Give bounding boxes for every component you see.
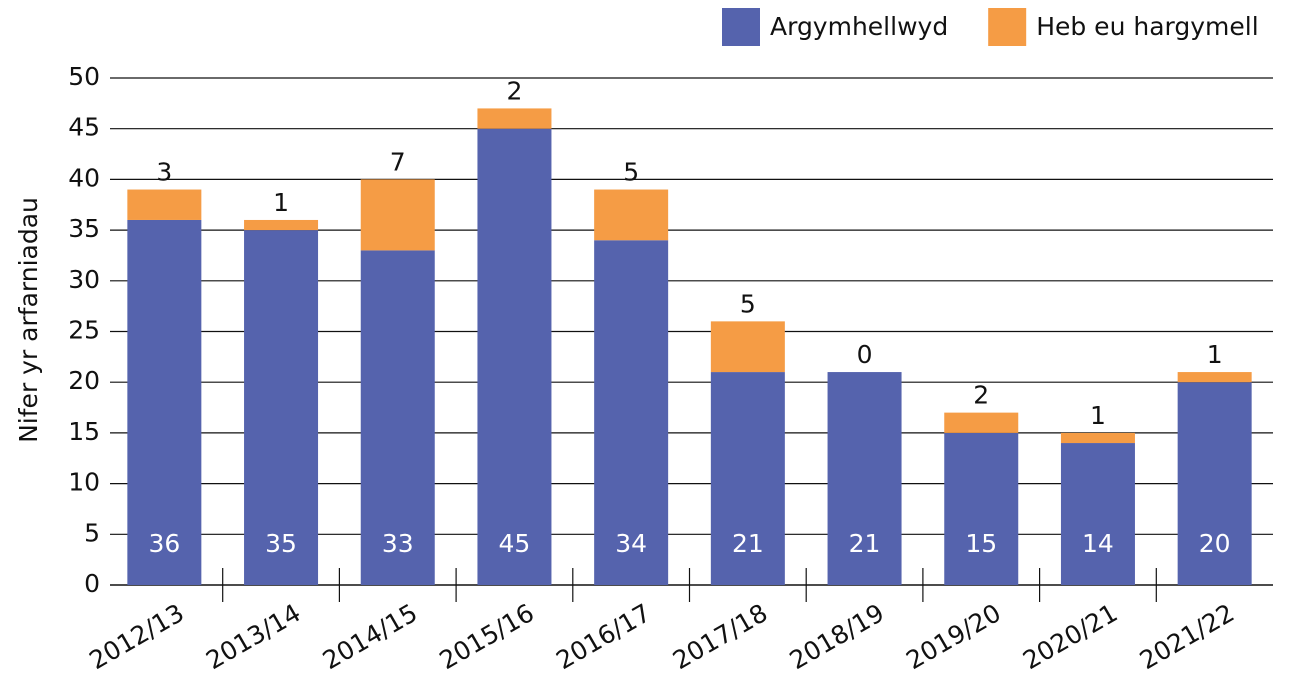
bar-segment <box>827 372 902 585</box>
value-label: 35 <box>265 529 297 558</box>
bar-segment <box>710 321 785 373</box>
value-label: 1 <box>1090 401 1106 430</box>
bar-segment <box>1177 372 1252 383</box>
value-label: 1 <box>273 188 289 217</box>
x-tick-label: 2013/14 <box>201 598 305 673</box>
y-tick-label: 30 <box>68 265 100 294</box>
bar-segment <box>244 230 319 585</box>
value-label: 34 <box>615 529 647 558</box>
legend-swatch <box>988 8 1027 46</box>
y-tick-label: 45 <box>68 113 100 142</box>
bar-segment <box>244 219 319 231</box>
bar-segment <box>127 189 202 220</box>
value-label: 0 <box>857 340 873 369</box>
value-label: 15 <box>965 529 997 558</box>
bar-segment <box>944 412 1019 433</box>
value-label: 3 <box>156 158 172 187</box>
value-label: 14 <box>1082 529 1114 558</box>
value-label: 2 <box>973 381 989 410</box>
value-label: 36 <box>148 529 180 558</box>
y-tick-label: 5 <box>84 518 100 547</box>
value-label: 45 <box>499 529 531 558</box>
value-label: 20 <box>1199 529 1231 558</box>
value-label: 21 <box>732 529 764 558</box>
bar-segment <box>477 128 552 585</box>
bar-segment <box>1177 382 1252 585</box>
y-tick-label: 20 <box>68 366 100 395</box>
bar-segment <box>360 179 435 251</box>
x-tick-label: 2015/16 <box>435 598 539 673</box>
bar-segment <box>594 240 669 586</box>
bar-segment <box>944 432 1019 585</box>
bar-segment <box>1060 432 1135 444</box>
value-label: 5 <box>740 289 756 318</box>
y-tick-label: 25 <box>68 316 100 345</box>
x-tick-label: 2016/17 <box>551 598 655 673</box>
value-label: 5 <box>623 158 639 187</box>
legend-label: Heb eu hargymell <box>1036 12 1258 41</box>
x-tick-label: 2020/21 <box>1018 598 1122 673</box>
bar-segment <box>360 250 435 585</box>
bar-segment <box>1060 443 1135 585</box>
bar-segment <box>477 108 552 129</box>
x-tick-label: 2019/20 <box>901 598 1005 673</box>
bar-segment <box>127 219 202 585</box>
bar-segment <box>594 189 669 241</box>
value-label: 21 <box>849 529 881 558</box>
x-tick-label: 2017/18 <box>668 598 772 673</box>
value-label: 7 <box>390 147 406 176</box>
y-tick-label: 35 <box>68 214 100 243</box>
x-tick-label: 2014/15 <box>318 598 422 673</box>
value-label: 1 <box>1207 340 1223 369</box>
y-tick-label: 50 <box>68 62 100 91</box>
x-tick-label: 2021/22 <box>1135 598 1239 673</box>
y-axis-label: Nifer yr arfarniadau <box>14 197 43 443</box>
bar-segment <box>710 372 785 585</box>
y-tick-label: 0 <box>84 569 100 598</box>
y-tick-label: 10 <box>68 468 100 497</box>
y-tick-label: 15 <box>68 417 100 446</box>
value-label: 2 <box>506 76 522 105</box>
x-tick-label: 2018/19 <box>785 598 889 673</box>
legend-swatch <box>722 8 760 46</box>
y-tick-label: 40 <box>68 163 100 192</box>
value-label: 33 <box>382 529 414 558</box>
legend-label: Argymhellwyd <box>770 12 948 41</box>
x-tick-label: 2012/13 <box>84 598 188 673</box>
